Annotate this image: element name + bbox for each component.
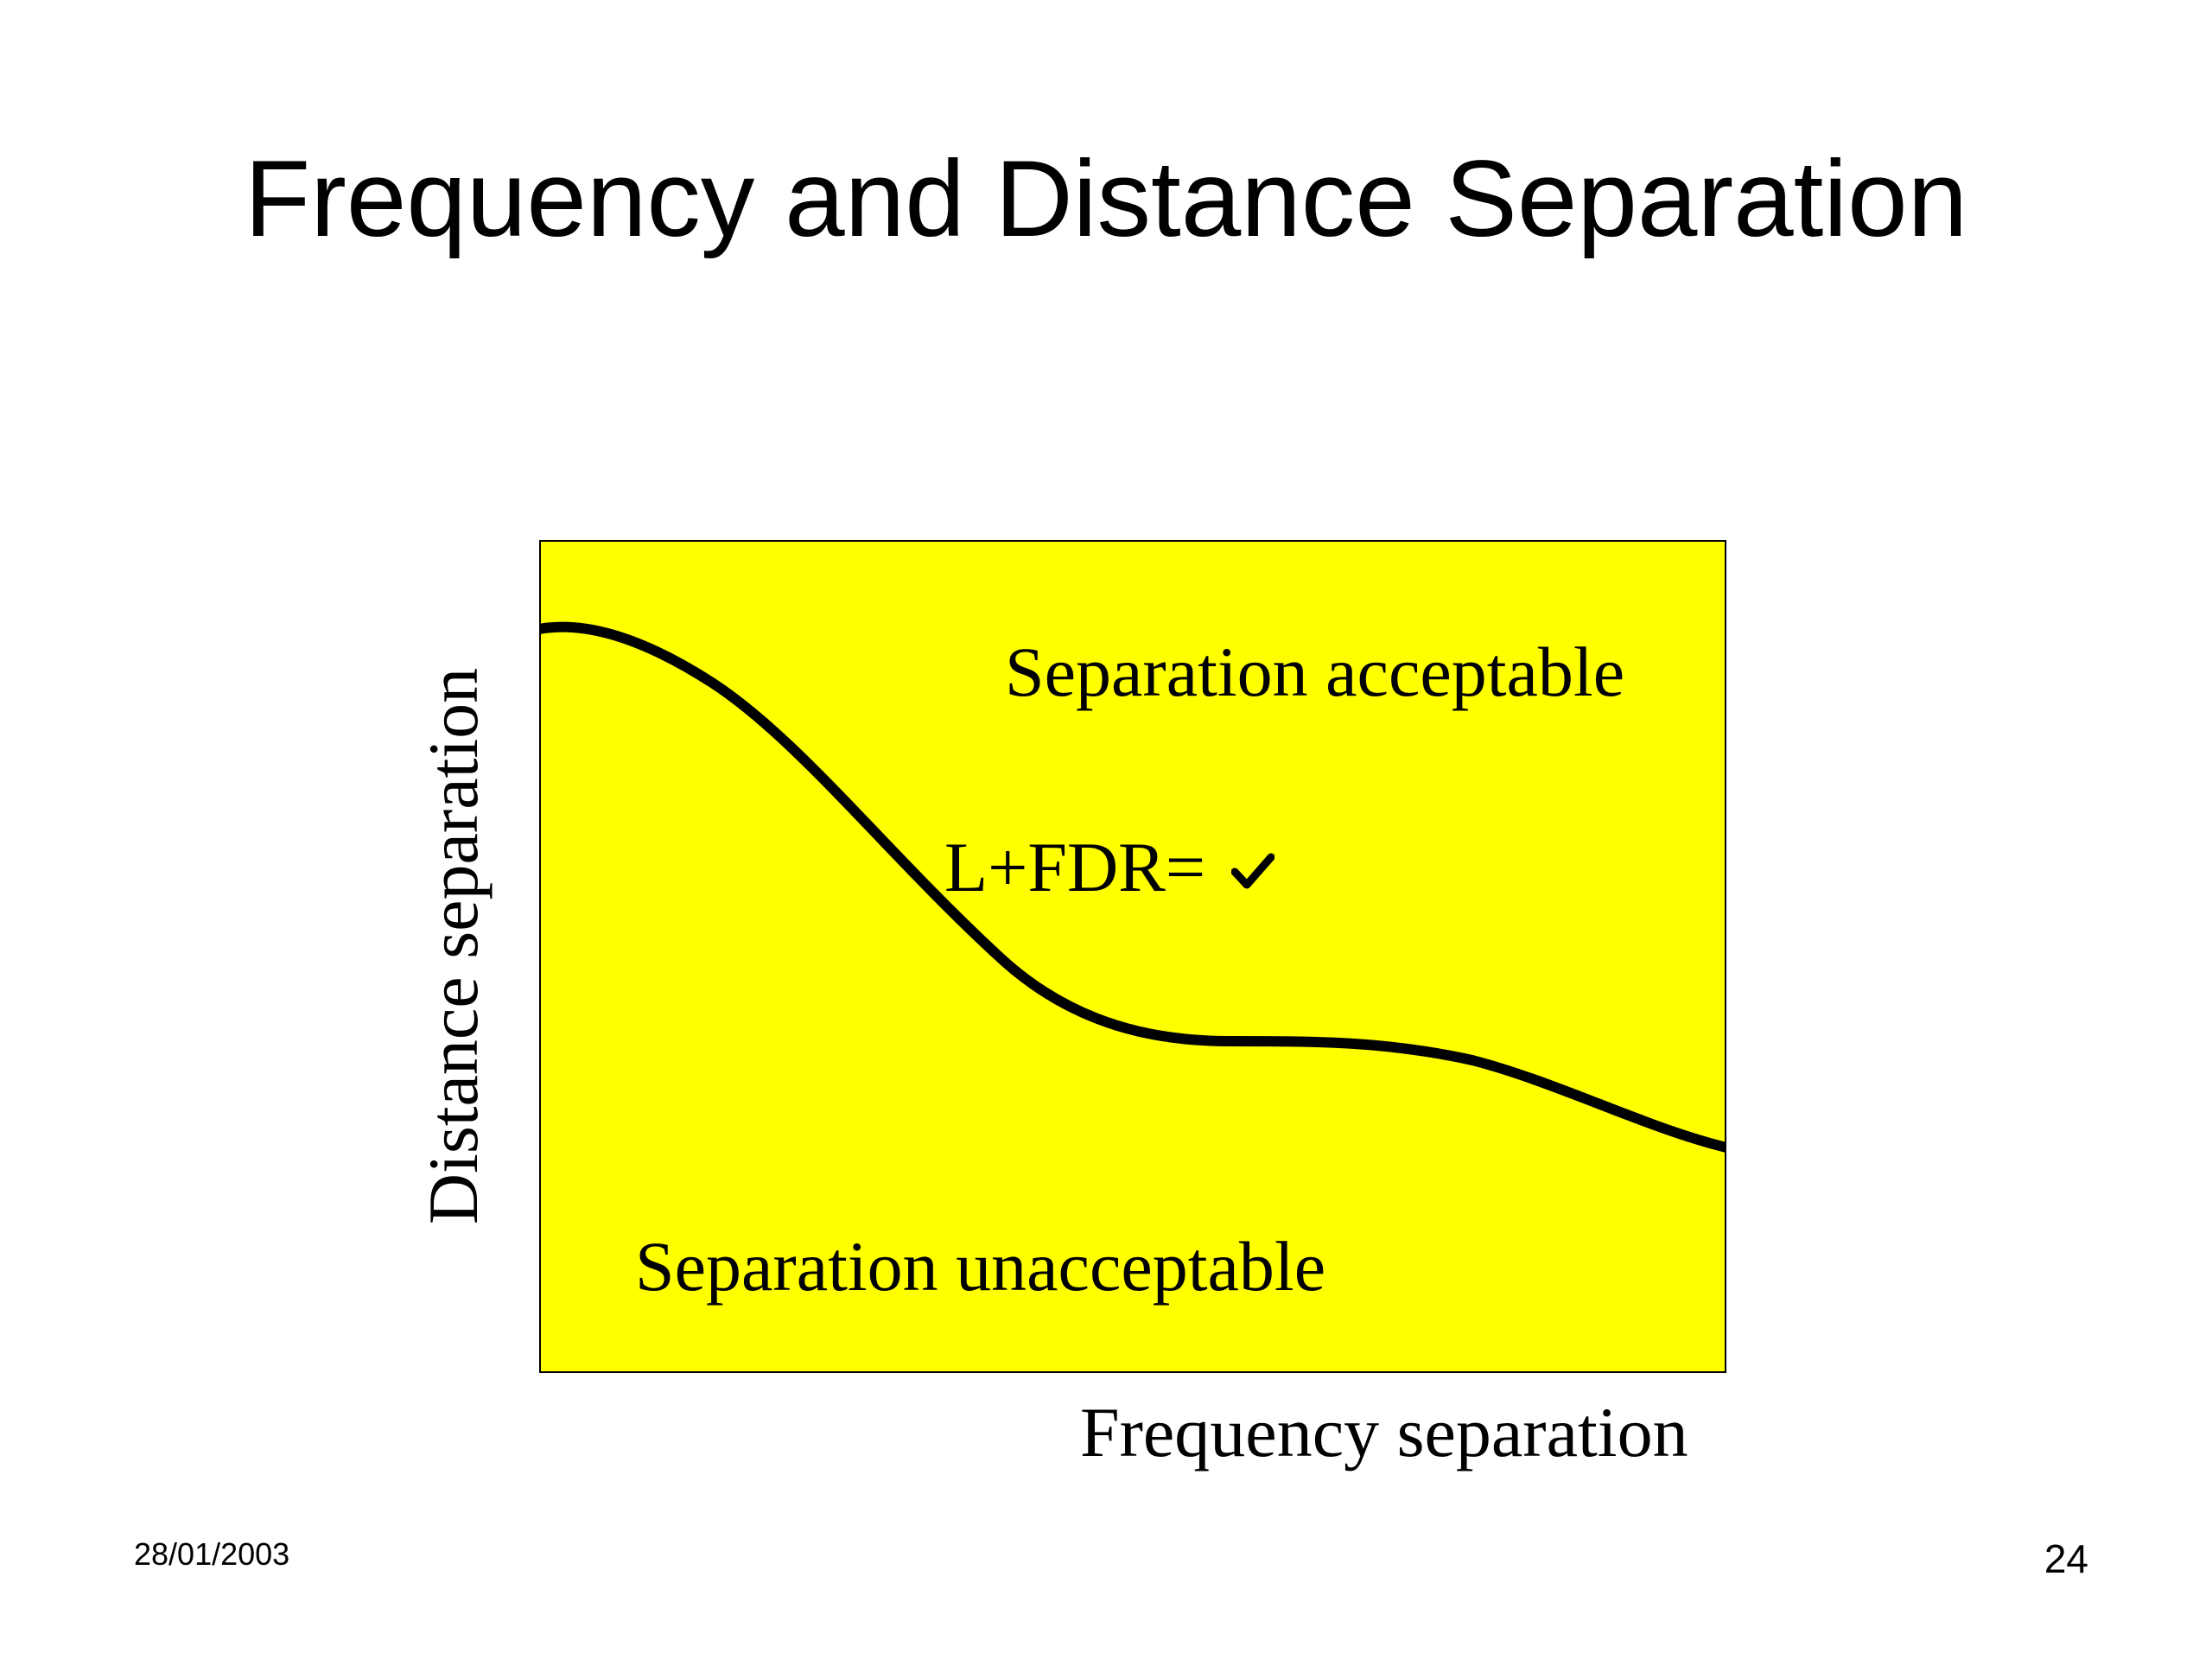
slide-title: Frequency and Distance Separation: [244, 139, 1968, 259]
threshold-curve-line: [539, 621, 1726, 1153]
diagram-region: [539, 540, 1726, 1373]
x-axis-label: Frequency separation: [1080, 1393, 1688, 1471]
curve-equation-label: L+FDR=: [944, 828, 1206, 906]
footer-date: 28/01/2003: [134, 1536, 290, 1572]
page-number: 24: [2044, 1536, 2088, 1581]
region-unacceptable-label: Separation unacceptable: [635, 1227, 1326, 1306]
check-mark-icon: [1231, 853, 1274, 889]
separation-threshold-curve: [539, 621, 1726, 1153]
region-acceptable-label: Separation acceptable: [1005, 632, 1625, 711]
y-axis-label: Distance separation: [414, 667, 493, 1225]
